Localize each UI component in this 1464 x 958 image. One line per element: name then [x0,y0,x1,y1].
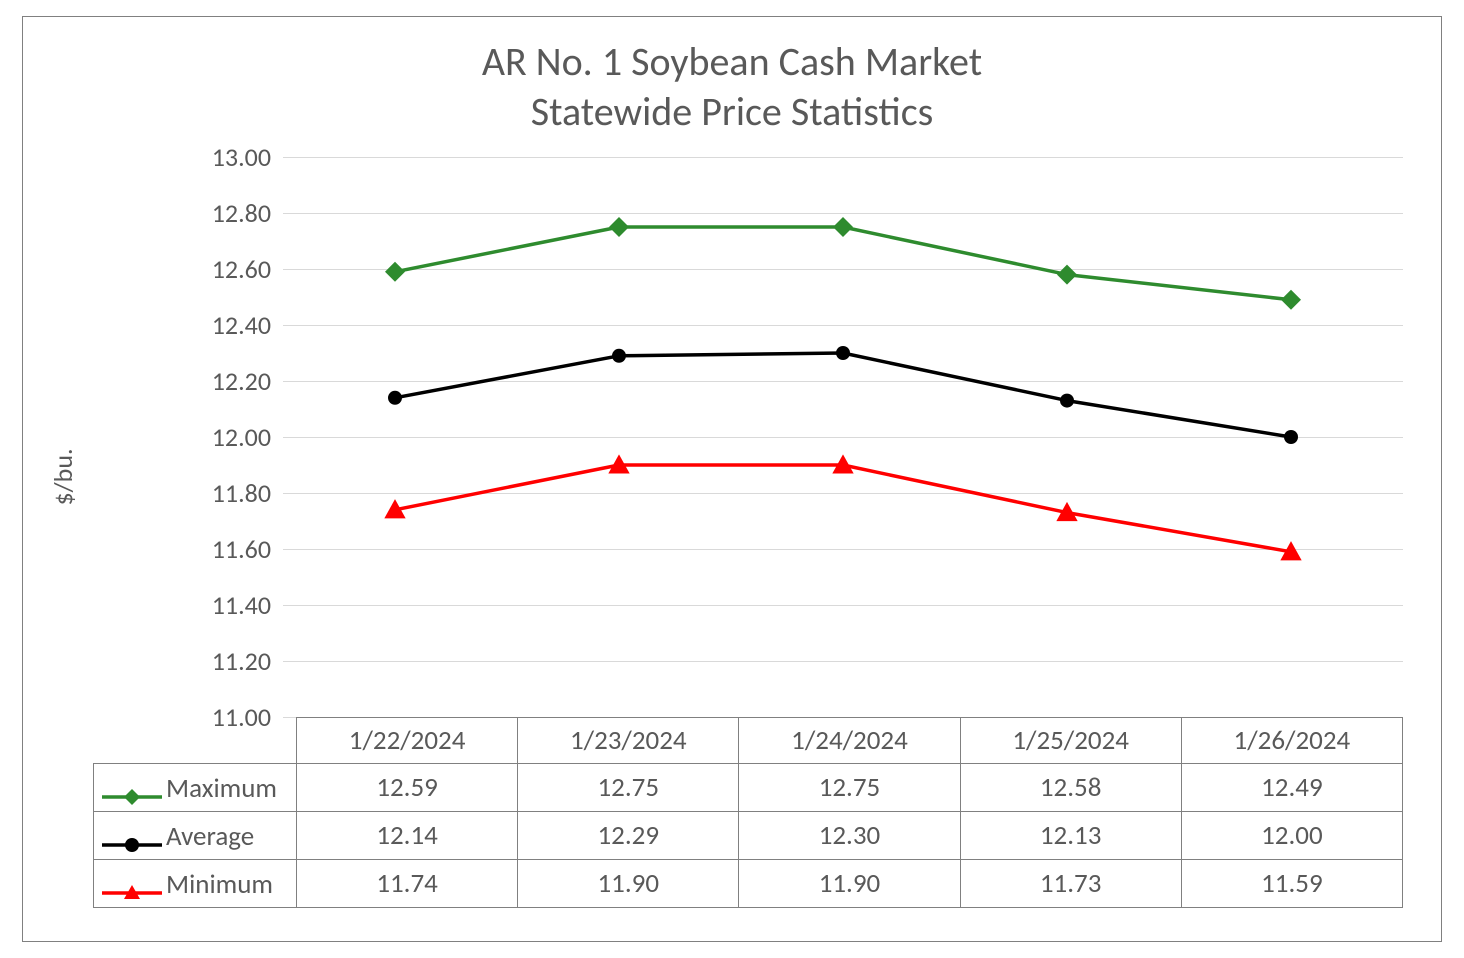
marker-diamond [609,217,629,237]
ytick-label: 12.60 [171,253,271,285]
marker-diamond [1281,290,1301,310]
marker-diamond [833,217,853,237]
legend-cell-minimum: Minimum [94,860,297,908]
marker-circle [1284,430,1298,444]
marker-circle [612,349,626,363]
chart-title: AR No. 1 Soybean Cash Market Statewide P… [23,37,1441,137]
legend-cell-maximum: Maximum [94,764,297,812]
table-row-minimum: Minimum11.7411.9011.9011.7311.59 [94,860,1403,908]
table-date-header: 1/22/2024 [297,718,518,764]
ytick-label: 11.40 [171,589,271,621]
table-corner-spacer [94,718,297,764]
chart-frame: AR No. 1 Soybean Cash Market Statewide P… [22,16,1442,942]
ytick-label: 12.80 [171,197,271,229]
chart-title-line1: AR No. 1 Soybean Cash Market [23,37,1441,87]
legend-cell-average: Average [94,812,297,860]
legend-label-average: Average [166,820,254,853]
table-cell: 11.90 [739,860,960,908]
table-header-row: 1/22/20241/23/20241/24/20241/25/20241/26… [94,718,1403,764]
marker-diamond [1057,265,1077,285]
table-cell: 12.49 [1181,764,1402,812]
plot-area [283,157,1403,717]
ytick-label: 11.80 [171,477,271,509]
legend-swatch-average [102,827,162,847]
table-cell: 11.73 [960,860,1181,908]
ytick-label: 11.20 [171,645,271,677]
chart-title-line2: Statewide Price Statistics [23,87,1441,137]
series-line-average [395,353,1291,437]
table-row-average: Average 12.1412.2912.3012.1312.00 [94,812,1403,860]
table-date-header: 1/25/2024 [960,718,1181,764]
table-cell: 12.29 [518,812,739,860]
legend-label-maximum: Maximum [166,772,277,805]
table-cell: 11.74 [297,860,518,908]
table-cell: 12.13 [960,812,1181,860]
table-cell: 12.00 [1181,812,1402,860]
table-cell: 12.30 [739,812,960,860]
table-date-header: 1/23/2024 [518,718,739,764]
chart-lines-svg [283,157,1403,717]
table-row-maximum: Maximum12.5912.7512.7512.5812.49 [94,764,1403,812]
series-line-minimum [395,465,1291,552]
table-cell: 12.75 [518,764,739,812]
legend-swatch-maximum [102,779,162,799]
ytick-label: 11.60 [171,533,271,565]
table-cell: 12.59 [297,764,518,812]
data-table: 1/22/20241/23/20241/24/20241/25/20241/26… [93,717,1403,908]
table-cell: 12.75 [739,764,960,812]
table-date-header: 1/24/2024 [739,718,960,764]
ytick-label: 12.20 [171,365,271,397]
marker-circle [836,346,850,360]
table-cell: 11.59 [1181,860,1402,908]
table-cell: 12.14 [297,812,518,860]
series-line-maximum [395,227,1291,300]
yaxis-label: $/bu. [47,448,79,505]
marker-circle [1060,394,1074,408]
table-date-header: 1/26/2024 [1181,718,1402,764]
ytick-label: 12.40 [171,309,271,341]
legend-label-minimum: Minimum [166,868,273,901]
marker-diamond [385,262,405,282]
legend-swatch-minimum [102,875,162,895]
table-cell: 11.90 [518,860,739,908]
marker-circle [388,391,402,405]
ytick-label: 13.00 [171,141,271,173]
ytick-label: 12.00 [171,421,271,453]
table-cell: 12.58 [960,764,1181,812]
